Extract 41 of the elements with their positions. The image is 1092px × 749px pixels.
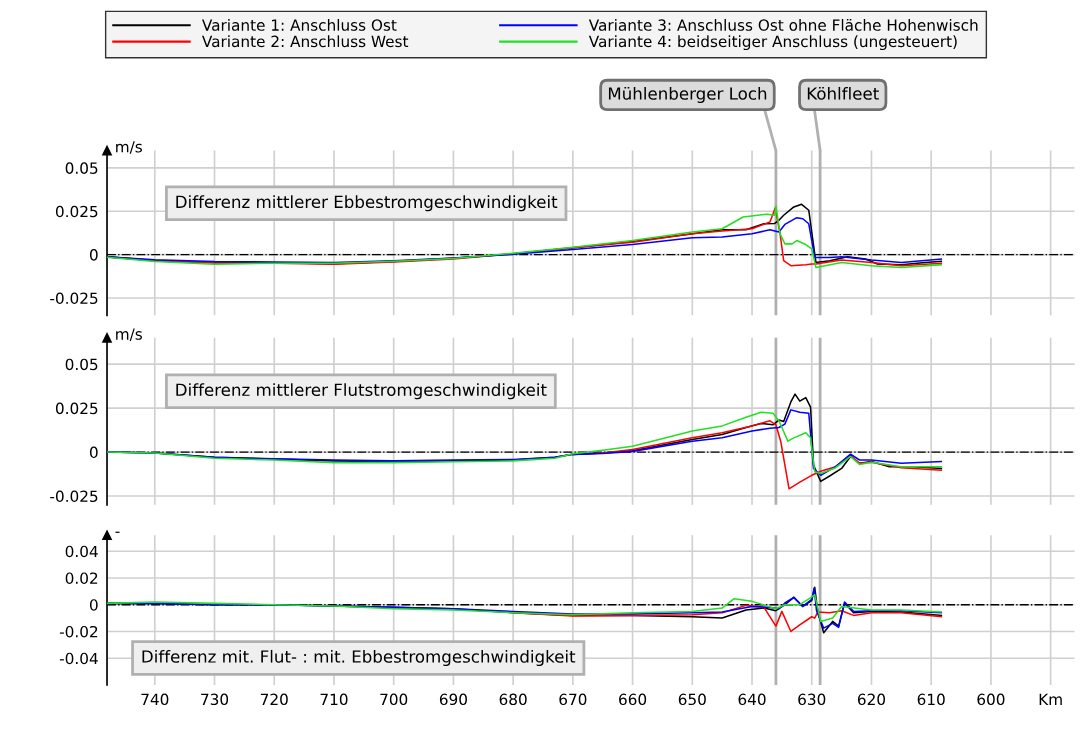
x-tick-label: 620 [857, 693, 886, 706]
y-tick-label: 0.05 [65, 162, 98, 174]
annotation: Differenz mittlerer Flutstromgeschwindigkeit [176, 383, 547, 400]
x-tick-label: 630 [798, 693, 826, 706]
y-tick-label: -0.025 [50, 292, 98, 305]
legend-label: Variante 2: Anschluss West [202, 35, 409, 48]
y-tick-label: 0.05 [65, 358, 98, 371]
legend-label: Variante 1: Anschluss Ost [202, 19, 397, 31]
y-tick-label: 0 [89, 249, 98, 261]
y-axis-title: m/s [116, 328, 142, 342]
y-tick-label: 0.025 [55, 205, 98, 218]
legend-label: Variante 3: Anschluss Ost ohne Fläche Hohenwisch [588, 19, 978, 31]
x-tick-label: 670 [559, 693, 587, 706]
x-tick-label: 680 [499, 693, 527, 706]
y-tick-label: 0.025 [55, 402, 98, 415]
x-tick-label: 600 [977, 693, 1005, 706]
x-tick-label: 660 [619, 693, 647, 706]
ref-line-label: Köhlfleet [807, 86, 879, 100]
x-tick-label: 650 [678, 693, 706, 706]
annotation: Differenz mittlerer Ebbestromgeschwindigkeit [176, 195, 558, 212]
ref-line-label: Mühlenberger Loch [608, 86, 767, 104]
x-tick-label: Km [1039, 693, 1062, 705]
legend-label: Variante 4: beidseitiger Anschluss (ungesteuert) [588, 35, 957, 51]
y-axis-title: m/s [116, 141, 142, 154]
x-tick-label: 640 [738, 693, 766, 706]
y-tick-label: 0 [89, 599, 98, 611]
y-tick-label: 0.02 [65, 572, 98, 584]
x-tick-label: 700 [380, 693, 408, 706]
x-tick-label: 710 [320, 693, 348, 706]
y-tick-label: 0 [89, 446, 98, 459]
y-tick-label: -0.04 [59, 652, 98, 665]
y-tick-label: -0.025 [50, 490, 98, 503]
x-tick-label: 740 [141, 693, 169, 706]
x-tick-label: 730 [201, 693, 229, 706]
x-tick-label: 720 [260, 693, 288, 706]
x-tick-label: 690 [439, 693, 467, 706]
annotation: Differenz mit. Flut- : mit. Ebbestromgeschwindigkeit [142, 649, 576, 667]
y-axis-title: - [115, 531, 120, 533]
y-tick-label: 0.04 [65, 545, 98, 558]
y-tick-label: -0.02 [59, 625, 98, 638]
x-tick-label: 610 [917, 693, 945, 706]
